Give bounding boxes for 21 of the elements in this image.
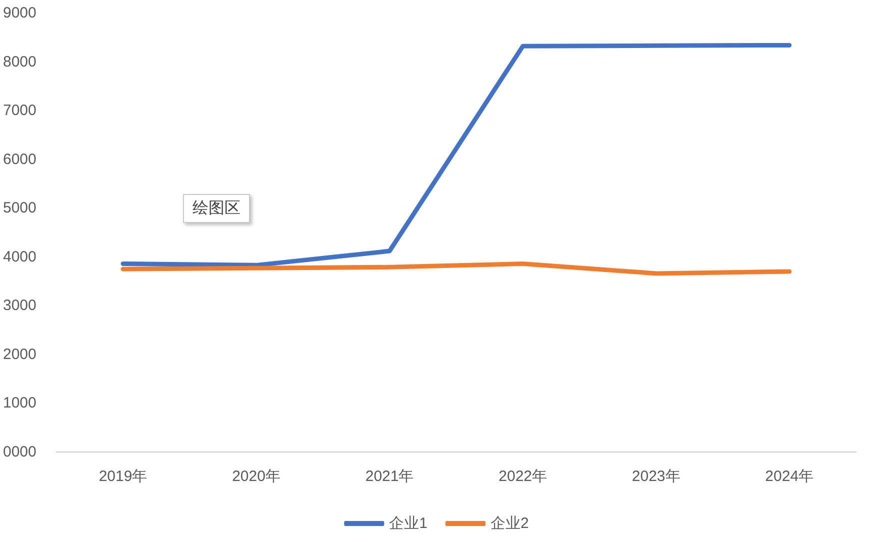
y-tick-label: 4000 <box>2 248 36 266</box>
x-tick-label: 2019年 <box>98 468 148 485</box>
annotation: 绘图区 <box>192 200 240 217</box>
y-tick-label: 7000 <box>2 102 36 120</box>
y-tick-label: 0000 <box>2 444 36 460</box>
y-tick-label: 8000 <box>2 53 36 70</box>
y-tick-label: 1000 <box>2 394 36 412</box>
x-tick-label: 2022年 <box>498 468 548 485</box>
legend-label: 企业2 <box>490 515 529 532</box>
y-tick-label: 3000 <box>2 297 36 314</box>
x-tick-label: 2020年 <box>232 468 280 485</box>
x-tick-label: 2021年 <box>365 468 414 485</box>
y-tick-label: 2000 <box>2 346 36 363</box>
line-series <box>120 261 792 276</box>
y-tick-label: 9000 <box>2 4 36 22</box>
y-tick-label: 6000 <box>2 150 36 168</box>
x-tick-label: 2024年 <box>765 468 814 485</box>
x-tick-label: 2023年 <box>632 468 680 485</box>
y-tick-label: 5000 <box>2 200 36 217</box>
line-series <box>120 42 792 268</box>
legend-label: 企业1 <box>389 515 428 532</box>
